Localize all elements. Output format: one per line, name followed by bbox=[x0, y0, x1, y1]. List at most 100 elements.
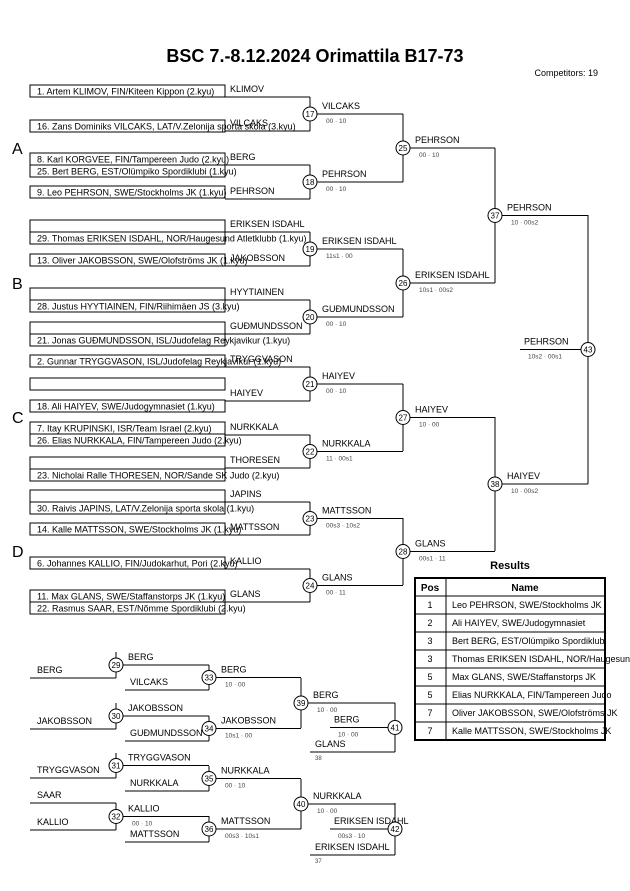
score: 00 · 10 bbox=[326, 321, 347, 328]
slot-name: VILCAKS bbox=[230, 118, 268, 128]
match-circle bbox=[201, 670, 217, 685]
repechage-name: NURKKALA bbox=[130, 778, 179, 788]
match-number: 35 bbox=[205, 775, 214, 784]
column-header: Name bbox=[511, 583, 539, 594]
match-circle bbox=[201, 821, 217, 837]
match-circle bbox=[395, 140, 411, 156]
entry-box bbox=[29, 164, 226, 178]
entry-box bbox=[29, 468, 226, 482]
match-number: 27 bbox=[399, 414, 408, 423]
entry-name: 25. Bert BERG, EST/Olümpiko Spordiklubi … bbox=[37, 167, 237, 177]
repechage-name: VILCAKS bbox=[130, 677, 168, 687]
entry-box bbox=[29, 333, 226, 347]
slot-name: GUÐMUNDSSON bbox=[230, 321, 303, 331]
winner-name: VILCAKS bbox=[322, 101, 360, 111]
entry-name: 26. Elias NURKKALA, FIN/Tampereen Judo (… bbox=[37, 436, 242, 446]
match-circle bbox=[302, 174, 318, 190]
entry-box bbox=[29, 456, 226, 470]
source-ref: 37 bbox=[315, 859, 322, 865]
entry-box bbox=[29, 501, 226, 515]
match-number: 28 bbox=[399, 548, 408, 557]
entry-box bbox=[29, 231, 226, 245]
result-pos: 3 bbox=[427, 654, 432, 664]
result-pos: 7 bbox=[427, 726, 432, 736]
winner-name: NURKKALA bbox=[322, 439, 371, 449]
entry-name: 9. Leo PEHRSON, SWE/Stockholms JK (1.kyu… bbox=[37, 188, 227, 198]
match-number: 21 bbox=[306, 380, 315, 389]
entry-name: 16. Zans Dominiks VILCAKS, LAT/V.Zelonij… bbox=[37, 122, 296, 132]
entry-name: 1. Artem KLIMOV, FIN/Kiteen Kippon (2.ky… bbox=[37, 87, 214, 97]
repechage-name: KALLIO bbox=[37, 817, 69, 827]
slot-name: PEHRSON bbox=[230, 186, 275, 196]
match-number: 39 bbox=[297, 699, 306, 708]
score: 00s3 · 10s2 bbox=[326, 523, 360, 530]
result-name: Leo PEHRSON, SWE/Stockholms JK bbox=[452, 600, 602, 610]
score: 00s3 · 10s1 bbox=[225, 833, 259, 840]
entry-box bbox=[29, 522, 226, 536]
match-circle bbox=[302, 444, 318, 459]
result-pos: 7 bbox=[427, 708, 432, 718]
match-number: 43 bbox=[584, 346, 593, 355]
repechage-name: JAKOBSSON bbox=[37, 716, 92, 726]
score: 00 · 10 bbox=[419, 152, 440, 159]
entry-box bbox=[29, 253, 226, 267]
score: 10 · 00s2 bbox=[511, 488, 538, 495]
result-name: Oliver JAKOBSSON, SWE/Olofströms JK bbox=[452, 708, 618, 718]
match-circle bbox=[201, 721, 217, 736]
match-number: 26 bbox=[399, 279, 408, 288]
match-number: 33 bbox=[205, 674, 214, 683]
entry-name: 7. Itay KRUPINSKI, ISR/Team Israel (2.ky… bbox=[37, 424, 212, 434]
score: 11s1 · 00 bbox=[326, 253, 353, 260]
entry-box bbox=[29, 287, 226, 301]
winner-name: BERG bbox=[334, 715, 360, 725]
repechage-name: GUÐMUNDSSON bbox=[130, 728, 203, 738]
pool-letter: D bbox=[12, 544, 24, 561]
result-pos: 1 bbox=[427, 600, 432, 610]
winner-name: HAIYEV bbox=[507, 471, 540, 481]
match-circle bbox=[387, 720, 403, 735]
entry-name: 22. Rasmus SAAR, EST/Nõmme Spordiklubi (… bbox=[37, 604, 246, 614]
entry-box bbox=[29, 84, 226, 98]
entry-name: 28. Justus HYYTIAINEN, FIN/Riihimäen JS … bbox=[37, 302, 240, 312]
score: 00s3 · 10 bbox=[338, 833, 365, 840]
repechage-name: GLANS bbox=[315, 739, 346, 749]
match-circle bbox=[302, 578, 318, 593]
result-name: Kalle MATTSSON, SWE/Stockholms JK bbox=[452, 726, 611, 736]
score: 00 · 10 bbox=[326, 186, 347, 193]
entry-box bbox=[29, 556, 226, 570]
match-number: 18 bbox=[306, 178, 315, 187]
score: 10 · 00 bbox=[317, 707, 338, 714]
match-circle bbox=[395, 410, 411, 425]
entry-box bbox=[29, 185, 226, 199]
slot-name: NURKKALA bbox=[230, 422, 279, 432]
result-name: Ali HAIYEV, SWE/Judogymnasiet bbox=[452, 618, 586, 628]
winner-name: GLANS bbox=[415, 539, 446, 549]
score: 10 · 00s2 bbox=[511, 220, 538, 227]
repechage-name: MATTSSON bbox=[130, 829, 179, 839]
entry-name: 6. Johannes KALLIO, FIN/Judokarhut, Pori… bbox=[37, 559, 238, 569]
match-circle bbox=[108, 758, 124, 773]
entry-name: 29. Thomas ERIKSEN ISDAHL, NOR/Haugesund… bbox=[37, 234, 306, 244]
score: 00 · 10 bbox=[326, 118, 347, 125]
slot-name: JAPINS bbox=[230, 489, 262, 499]
entry-name: 14. Kalle MATTSSON, SWE/Stockholms JK (1… bbox=[37, 525, 241, 535]
match-number: 24 bbox=[306, 582, 315, 591]
entry-box bbox=[29, 489, 226, 503]
score: 00 · 11 bbox=[326, 590, 346, 597]
result-pos: 2 bbox=[427, 618, 432, 628]
winner-name: KALLIO bbox=[128, 804, 160, 814]
winner-name: MATTSSON bbox=[322, 506, 371, 516]
repechage-name: BERG bbox=[37, 665, 63, 675]
winner-name: HAIYEV bbox=[415, 405, 448, 415]
pool-letter: A bbox=[12, 141, 23, 158]
match-number: 19 bbox=[306, 245, 315, 254]
result-name: Bert BERG, EST/Olümpiko Spordiklubi bbox=[452, 636, 607, 646]
title: BSC 7.-8.12.2024 Orimattila B17-73 bbox=[166, 46, 463, 66]
match-circle bbox=[293, 796, 309, 812]
match-number: 20 bbox=[306, 313, 315, 322]
winner-name: JAKOBSSON bbox=[128, 703, 183, 713]
entry-box bbox=[29, 219, 226, 233]
match-circle bbox=[108, 809, 124, 824]
entry-box bbox=[29, 601, 226, 615]
winner-name: PEHRSON bbox=[322, 169, 367, 179]
